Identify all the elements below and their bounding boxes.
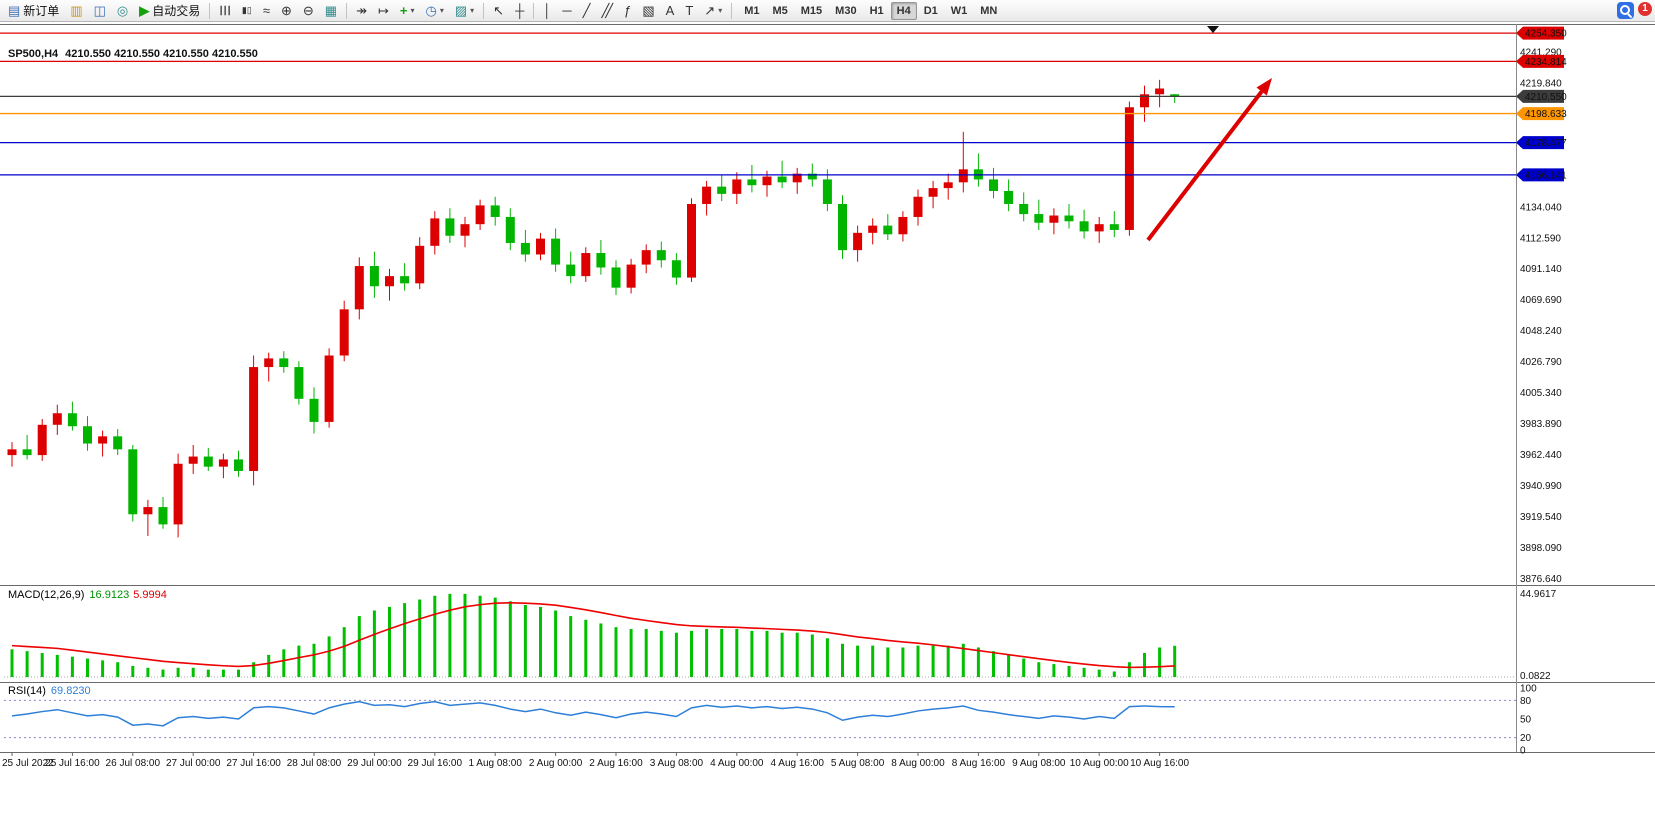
templates-icon: ▨ <box>454 3 468 18</box>
toolbar-separator <box>346 2 348 19</box>
zoom-in-button[interactable]: ⊕ <box>276 0 297 21</box>
notification-badge: 1 <box>1638 2 1652 16</box>
timeframe-d1[interactable]: D1 <box>923 4 938 17</box>
text-icon: A <box>665 3 675 18</box>
timeframe-w1[interactable]: W1 <box>950 4 968 17</box>
rsi-name: RSI(14) <box>8 685 46 697</box>
new-order-label: 新订单 <box>23 4 60 18</box>
price-axis-border <box>1516 24 1517 752</box>
pane-splitter-rsi[interactable] <box>0 682 1655 683</box>
navigator-button[interactable]: ◎ <box>112 0 133 21</box>
timeframe-m15[interactable]: M15 <box>800 4 823 17</box>
time-axis-border <box>0 752 1655 753</box>
dropdown-arrow-icon: ▾ <box>718 6 723 15</box>
toolbar-separator <box>533 2 535 19</box>
timeframe-m5[interactable]: M5 <box>772 4 788 17</box>
market-watch-button[interactable]: ▥ <box>65 0 87 21</box>
toolbar-separator <box>731 2 733 19</box>
fibonacci-icon: ƒ <box>624 3 632 18</box>
arrows-icon: ↗ <box>704 3 716 18</box>
toolbar-separator <box>483 2 485 19</box>
fibonacci-button[interactable]: ƒ <box>619 0 636 21</box>
new-order-button[interactable]: ▤ 新订单 <box>3 0 64 21</box>
chart-window[interactable]: SP500,H4 4210.550 4210.550 4210.550 4210.… <box>0 22 1655 820</box>
new-order-icon: ▤ <box>8 3 21 18</box>
label-icon: T <box>685 3 694 18</box>
auto-scroll-icon: ↠ <box>356 3 367 18</box>
dropdown-arrow-icon: ▾ <box>439 6 444 15</box>
toolbar: ▤ 新订单 ▥ ◫ ◎ ▶ 自动交易 ☰ ▮▯ ≈ ⊕ ⊖ ▦ ↠ ↦ + ▾ … <box>0 0 1655 22</box>
horizontal-line-icon: ─ <box>562 3 572 18</box>
auto-scroll-button[interactable]: ↠ <box>351 0 372 21</box>
macd-indicator-label: MACD(12,26,9) 16.9123 5.9994 <box>8 589 167 601</box>
tile-windows-icon: ▦ <box>324 3 338 18</box>
search-icon[interactable] <box>1617 2 1634 19</box>
vertical-line-icon: │ <box>543 3 552 18</box>
timeframe-h1[interactable]: H1 <box>869 4 884 17</box>
symbol-period-label: SP500,H4 <box>8 48 59 60</box>
cursor-button[interactable]: ↖ <box>488 0 509 21</box>
data-window-button[interactable]: ◫ <box>89 0 111 21</box>
shapes-button[interactable]: ▧ <box>637 0 659 21</box>
autotrading-button[interactable]: ▶ 自动交易 <box>134 0 205 21</box>
macd-main-value: 16.9123 <box>89 589 130 601</box>
timeframe-h4[interactable]: H4 <box>890 1 917 20</box>
clock-icon: ◷ <box>425 3 437 18</box>
autotrading-icon: ▶ <box>139 3 150 18</box>
line-chart-icon: ≈ <box>262 3 270 18</box>
horizontal-line-button[interactable]: ─ <box>557 0 576 21</box>
tile-windows-button[interactable]: ▦ <box>320 0 342 21</box>
macd-name: MACD(12,26,9) <box>8 589 85 601</box>
candlestick-icon: ▮▯ <box>241 5 252 15</box>
periods-button[interactable]: ◷ ▾ <box>421 0 449 21</box>
timeframe-group: M1 M5 M15 M30 H1 H4 D1 W1 MN <box>738 1 1003 20</box>
dropdown-arrow-icon: ▾ <box>470 6 475 15</box>
channel-button[interactable]: ╱╱ <box>596 0 618 21</box>
cursor-icon: ↖ <box>493 3 505 18</box>
channel-icon: ╱╱ <box>601 3 612 18</box>
chart-top-frame <box>0 24 1655 25</box>
text-button[interactable]: A <box>661 0 680 21</box>
dropdown-arrow-icon: ▾ <box>410 6 415 15</box>
timeframe-m1[interactable]: M1 <box>744 4 760 17</box>
candlestick-chart-button[interactable]: ▮▯ <box>237 0 257 21</box>
trendline-button[interactable]: ╱ <box>578 0 596 21</box>
crosshair-icon: ┼ <box>515 3 525 18</box>
templates-button[interactable]: ▨ ▾ <box>450 0 479 21</box>
autotrading-label: 自动交易 <box>152 4 201 18</box>
timeframe-mn[interactable]: MN <box>980 4 998 17</box>
line-chart-button[interactable]: ≈ <box>258 0 275 21</box>
zoom-out-icon: ⊖ <box>302 3 314 18</box>
trendline-icon: ╱ <box>582 3 591 18</box>
timeframe-m30[interactable]: M30 <box>835 4 857 17</box>
rsi-value: 69.8230 <box>50 685 91 697</box>
chart-symbol-title: SP500,H4 4210.550 4210.550 4210.550 4210.… <box>8 48 258 60</box>
market-watch-icon: ▥ <box>70 3 83 18</box>
macd-signal-value: 5.9994 <box>133 589 167 601</box>
ohlc-values: 4210.550 4210.550 4210.550 4210.550 <box>65 48 258 60</box>
vertical-line-button[interactable]: │ <box>538 0 556 21</box>
indicators-button[interactable]: + ▾ <box>395 0 420 21</box>
pane-splitter-macd[interactable] <box>0 585 1655 586</box>
arrows-button[interactable]: ↗ ▾ <box>699 0 727 21</box>
navigator-icon: ◎ <box>116 3 129 18</box>
toolbar-separator <box>209 2 211 19</box>
chart-shift-button[interactable]: ↦ <box>373 0 394 21</box>
chart-shift-icon: ↦ <box>377 3 389 18</box>
rsi-indicator-label: RSI(14) 69.8230 <box>8 685 91 697</box>
zoom-in-icon: ⊕ <box>280 3 292 18</box>
shapes-icon: ▧ <box>642 3 655 18</box>
bar-chart-icon: ☰ <box>217 4 233 17</box>
crosshair-button[interactable]: ┼ <box>510 0 529 21</box>
label-button[interactable]: T <box>680 0 698 21</box>
bar-chart-button[interactable]: ☰ <box>214 0 236 21</box>
zoom-out-button[interactable]: ⊖ <box>298 0 319 21</box>
data-window-icon: ◫ <box>93 3 106 18</box>
indicators-icon: + <box>399 3 408 18</box>
